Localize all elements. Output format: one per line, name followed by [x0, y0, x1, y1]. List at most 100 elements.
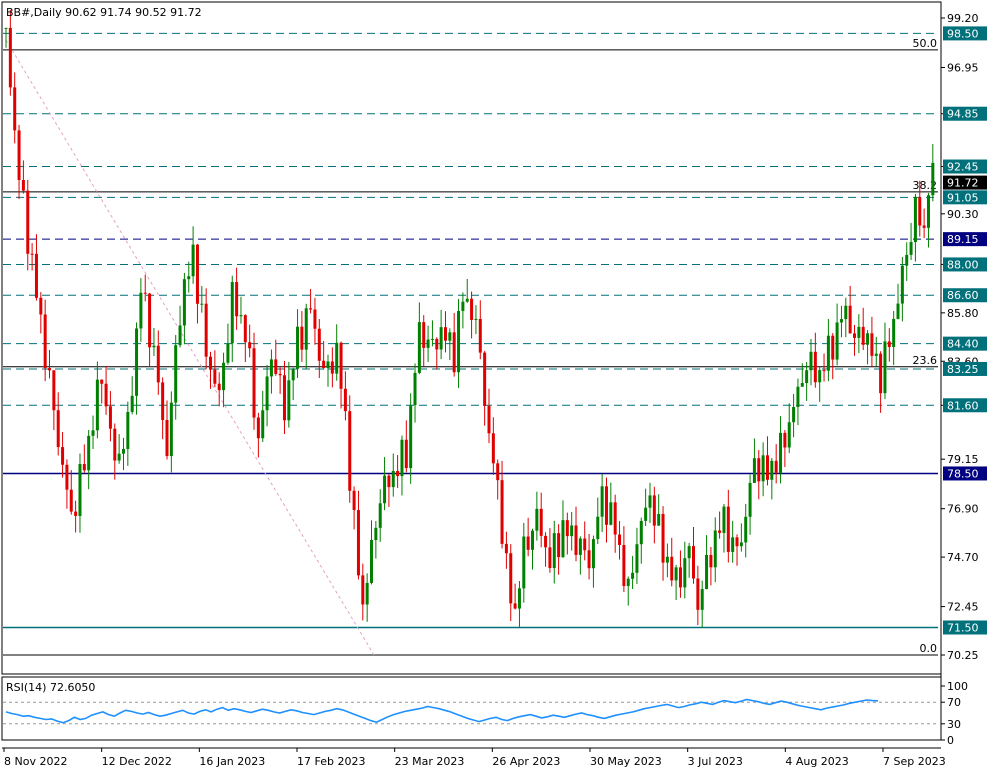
candle-body: [539, 508, 543, 536]
time-tick-label: 16 Jan 2023: [199, 755, 265, 768]
candle-body: [531, 530, 535, 550]
fib-label: 23.6: [913, 354, 938, 367]
candle-body: [317, 328, 321, 361]
candle-body: [426, 339, 430, 348]
level-label: 86.60: [947, 289, 979, 302]
level-label: 88.00: [947, 258, 979, 271]
candle-body: [174, 345, 178, 403]
candle-body: [504, 543, 508, 554]
candle-body: [252, 348, 256, 418]
candle-body: [522, 536, 526, 589]
candle-body: [396, 470, 400, 477]
candle-body: [339, 342, 343, 389]
candle-body: [400, 439, 404, 477]
candle-body: [866, 333, 870, 345]
candle-body: [774, 460, 778, 473]
candle-body: [700, 589, 704, 610]
candle-body: [152, 345, 156, 348]
candle-body: [813, 351, 817, 383]
candle-body: [104, 383, 108, 407]
candle-body: [139, 292, 143, 329]
candle-body: [121, 448, 125, 454]
candle-body: [378, 503, 382, 528]
level-label: 92.45: [947, 161, 979, 174]
candle-body: [304, 308, 308, 350]
candle-body: [352, 490, 356, 511]
time-tick-label: 23 Mar 2023: [395, 755, 465, 768]
candle-body: [4, 27, 8, 29]
candle-body: [209, 356, 213, 370]
candle-body: [826, 335, 830, 371]
candle-body: [861, 326, 865, 345]
candle-body: [678, 567, 682, 588]
candle-body: [296, 326, 300, 369]
candle-body: [326, 361, 330, 369]
candle-body: [748, 482, 752, 517]
candle-body: [513, 603, 517, 609]
level-label-box: [943, 106, 987, 121]
candle-body: [156, 345, 160, 383]
candle-body: [26, 190, 30, 254]
candle-body: [165, 419, 169, 457]
candle-body: [82, 464, 86, 471]
level-label: 91.05: [947, 191, 979, 204]
fib-label: 38.2: [913, 179, 938, 192]
candle-body: [148, 293, 152, 348]
candle-body: [409, 405, 413, 469]
candle-body: [570, 525, 574, 537]
candle-body: [613, 502, 617, 535]
candle-body: [309, 308, 313, 310]
candle-body: [130, 395, 134, 412]
chart-header: BB#,Daily 90.62 91.74 90.52 91.72: [6, 6, 202, 19]
level-label-box: [943, 288, 987, 303]
candle-body: [591, 539, 595, 569]
last-price-marker: 91.72: [943, 175, 987, 190]
candle-body: [465, 298, 469, 302]
level-label: 94.85: [947, 108, 979, 121]
candle-body: [56, 410, 60, 448]
candle-body: [274, 359, 278, 374]
candle-body: [722, 506, 726, 533]
candle-body: [609, 502, 613, 525]
candle-body: [135, 328, 139, 396]
candle-body: [879, 353, 883, 394]
time-tick-label: 17 Feb 2023: [297, 755, 365, 768]
candle-body: [757, 458, 761, 482]
candle-body: [739, 542, 743, 547]
candle-body: [322, 360, 326, 369]
candle-body: [683, 558, 687, 588]
time-tick-label: 7 Sep 2023: [883, 755, 946, 768]
time-tick-label: 3 Jul 2023: [688, 755, 743, 768]
candle-body: [765, 455, 769, 480]
level-label-box: [943, 159, 987, 174]
candle-body: [535, 508, 539, 531]
candle-body: [726, 506, 730, 552]
candle-body: [578, 538, 582, 555]
candle-body: [391, 470, 395, 488]
level-label-box: [943, 190, 987, 205]
candle-body: [108, 406, 112, 429]
candle-body: [452, 332, 456, 373]
candle-body: [78, 464, 82, 516]
price-tick-label: 76.90: [947, 503, 979, 516]
candle-body: [182, 279, 186, 326]
rsi-tick-label: 30: [947, 718, 961, 731]
candle-body: [635, 544, 639, 573]
candle-body: [548, 547, 552, 569]
level-labels: 98.50 94.85 92.45 91.05 89.15 88.00 86.60 84.40…: [943, 26, 987, 635]
time-tick-label: 30 May 2023: [590, 755, 662, 768]
candle-body: [639, 520, 643, 545]
candle-body: [913, 197, 917, 243]
candle-body: [8, 27, 12, 88]
candle-body: [474, 318, 478, 320]
candle-body: [335, 342, 339, 374]
candle-body: [574, 525, 578, 555]
candle-body: [178, 325, 182, 346]
candle-body: [896, 303, 900, 319]
time-axis-ticks: 8 Nov 2022 12 Dec 2022 16 Jan 2023 17 Feb 2…: [3, 748, 946, 768]
candle-body: [696, 578, 700, 610]
candle-body: [422, 322, 426, 348]
price-tick-label: 70.25: [947, 649, 979, 662]
candle-body: [430, 338, 434, 340]
candle-body: [74, 511, 78, 516]
